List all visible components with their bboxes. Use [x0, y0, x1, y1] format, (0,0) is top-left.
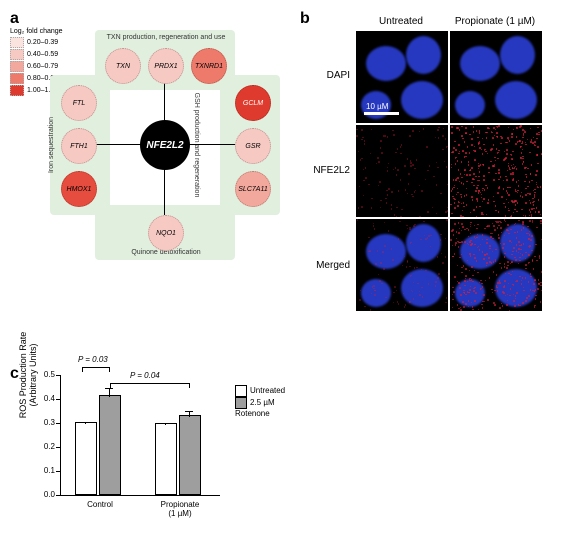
y-tick-label: 0.1 — [30, 466, 55, 475]
y-axis — [60, 375, 61, 495]
center-gene: NFE2L2 — [140, 120, 190, 170]
y-tick — [56, 471, 60, 472]
y-tick — [56, 399, 60, 400]
row-label-dapi: DAPI — [300, 70, 350, 81]
y-tick-label: 0.4 — [30, 394, 55, 403]
y-tick — [56, 375, 60, 376]
error-bar — [189, 412, 190, 417]
panel-c: c ROS Production Rate(Arbitrary Units) C… — [10, 365, 290, 550]
gene-slc7a11: SLC7A11 — [235, 171, 271, 207]
panel-a: a Log₂ fold change 0.20–0.390.40–0.590.6… — [10, 10, 290, 290]
gene-nqo1: NQO1 — [148, 215, 184, 251]
y-tick — [56, 447, 60, 448]
row-label-nfe2l2: NFE2L2 — [300, 165, 350, 176]
panel-a-label: a — [10, 10, 19, 28]
gene-hmox1: HMOX1 — [61, 171, 97, 207]
gene-fth1: FTH1 — [61, 128, 97, 164]
gene-txn: TXN — [105, 48, 141, 84]
error-bar — [165, 424, 166, 425]
col-header-treated: Propionate (1 µM) — [449, 16, 541, 27]
error-cap — [105, 388, 113, 389]
bar — [99, 395, 121, 495]
y-tick — [56, 423, 60, 424]
x-axis — [60, 495, 220, 496]
col-header-untreated: Untreated — [355, 16, 447, 27]
gene-txnrd1: TXNRD1 — [191, 48, 227, 84]
error-cap — [185, 411, 193, 412]
error-cap — [161, 423, 169, 424]
micro-dapi-untreated: 10 µM — [355, 30, 449, 124]
p-value-2: P = 0.04 — [130, 371, 160, 380]
region-label-left: Iron sequestration — [48, 75, 55, 215]
gene-ftl: FTL — [61, 85, 97, 121]
legend-untreated: Untreated — [235, 385, 290, 397]
gene-prdx1: PRDX1 — [148, 48, 184, 84]
p-value-1: P = 0.03 — [78, 355, 108, 364]
bar — [155, 423, 177, 495]
y-tick-label: 0.3 — [30, 418, 55, 427]
micro-dapi-treated — [449, 30, 543, 124]
nfe2l2-diagram: TXN production, regeneration and use GSH… — [50, 30, 280, 260]
y-tick — [56, 495, 60, 496]
ros-bar-chart: ROS Production Rate(Arbitrary Units) Con… — [60, 375, 230, 515]
error-cap — [81, 422, 89, 423]
region-label-top: TXN production, regeneration and use — [96, 34, 236, 41]
error-bar — [109, 389, 110, 396]
micro-nfe2l2-untreated — [355, 124, 449, 218]
row-label-merged: Merged — [300, 260, 350, 271]
bar — [179, 415, 201, 495]
panel-b: b Untreated Propionate (1 µM) DAPI NFE2L… — [300, 10, 560, 350]
y-tick-label: 0.5 — [30, 370, 55, 379]
gene-gsr: GSR — [235, 128, 271, 164]
chart-legend: Untreated 2.5 µM Rotenone — [235, 385, 290, 418]
panel-b-label: b — [300, 10, 310, 28]
bar — [75, 422, 97, 495]
y-tick-label: 0.0 — [30, 490, 55, 499]
legend-rotenone: 2.5 µM Rotenone — [235, 397, 290, 418]
gene-gclm: GCLM — [235, 85, 271, 121]
error-bar — [85, 423, 86, 424]
x-label-control: Control — [70, 500, 130, 509]
y-tick-label: 0.2 — [30, 442, 55, 451]
x-label-propionate: Propionate(1 µM) — [150, 500, 210, 518]
p-bracket-2 — [110, 383, 190, 388]
p-bracket-1 — [82, 367, 110, 372]
micro-nfe2l2-treated — [449, 124, 543, 218]
micro-merged-untreated — [355, 218, 449, 312]
micro-merged-treated — [449, 218, 543, 312]
region-label-right: GSH production and regeneration — [193, 75, 200, 215]
